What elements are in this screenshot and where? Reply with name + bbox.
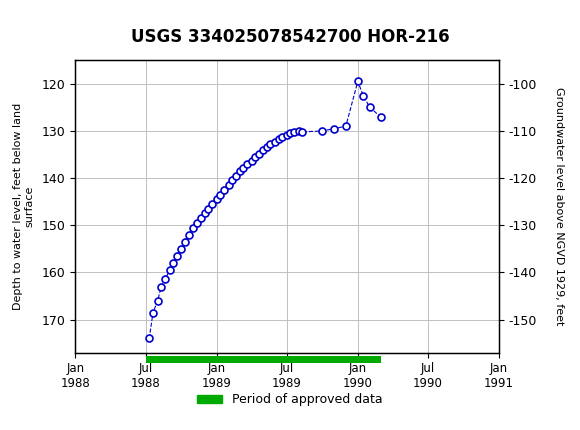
Text: ☒ USGS: ☒ USGS — [17, 10, 83, 28]
Legend: Period of approved data: Period of approved data — [192, 388, 388, 412]
Y-axis label: Depth to water level, feet below land
surface: Depth to water level, feet below land su… — [13, 103, 35, 310]
Text: USGS 334025078542700 HOR-216: USGS 334025078542700 HOR-216 — [130, 28, 450, 46]
Y-axis label: Groundwater level above NGVD 1929, feet: Groundwater level above NGVD 1929, feet — [553, 87, 564, 326]
Bar — [146, 356, 380, 362]
